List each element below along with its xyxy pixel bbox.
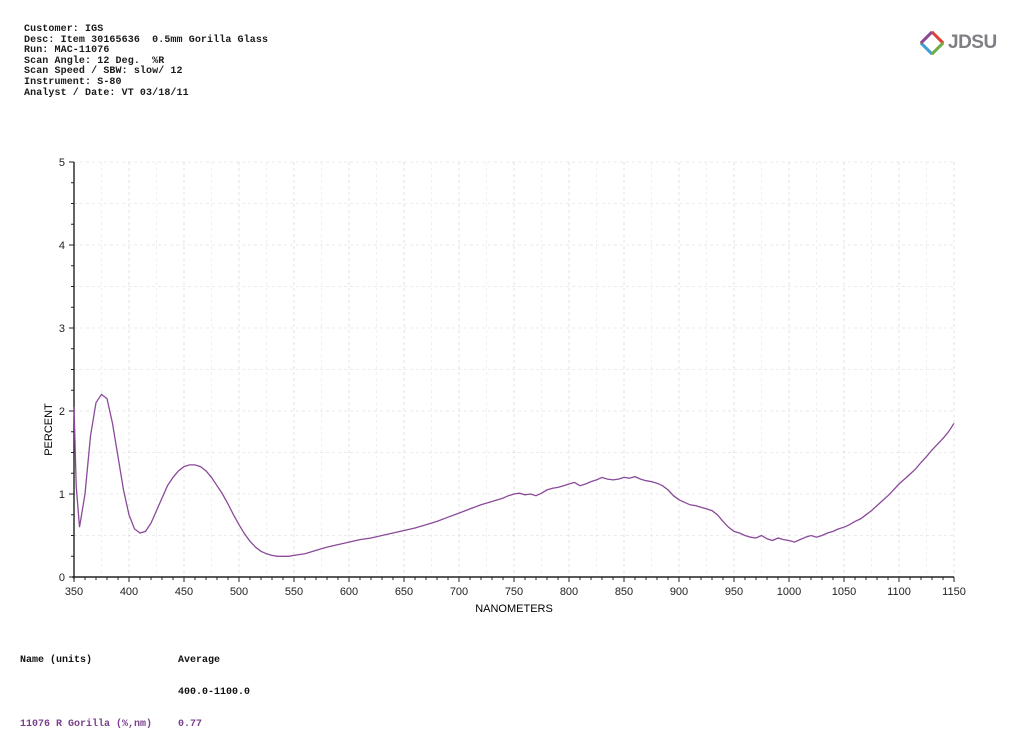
reflectance-chart: 350 400 450 500 550 600 650 700 750 800 850 900 950 1… bbox=[43, 157, 966, 615]
x-tick-label: 350 bbox=[65, 586, 83, 598]
header-description: Desc: Item 30165636 0.5mm Gorilla Glass bbox=[24, 34, 269, 46]
x-tick-label: 1100 bbox=[887, 586, 911, 598]
y-tick-label: 1 bbox=[59, 489, 65, 501]
x-tick-label: 900 bbox=[670, 586, 688, 598]
x-tick-label: 450 bbox=[175, 586, 193, 598]
header-scan-speed: Scan Speed / SBW: slow/ 12 bbox=[24, 66, 183, 78]
x-tick-label: 600 bbox=[340, 586, 358, 598]
y-tick-label: 5 bbox=[59, 157, 65, 169]
legend-name-column: Name (units) 11076 R Gorilla (%,nm) bbox=[20, 635, 152, 741]
logo-text: JDSU bbox=[948, 32, 997, 53]
series-line bbox=[73, 393, 955, 557]
x-tick-label: 850 bbox=[615, 586, 633, 598]
header-analyst-date: Analyst / Date: VT 03/18/11 bbox=[24, 87, 189, 99]
x-tick-label: 1000 bbox=[777, 586, 801, 598]
x-tick-label: 550 bbox=[285, 586, 303, 598]
x-tick-label: 950 bbox=[725, 586, 743, 598]
y-tick-label: 0 bbox=[59, 572, 65, 584]
header-instrument: Instrument: S-80 bbox=[24, 76, 122, 88]
x-tick-label: 1050 bbox=[832, 586, 856, 598]
legend-name-header: Name (units) bbox=[20, 655, 93, 667]
y-tick-label: 2 bbox=[59, 406, 65, 418]
x-tick-label: 400 bbox=[120, 586, 138, 598]
legend-average-column: Average 400.0-1100.0 0.77 bbox=[178, 635, 250, 741]
jdsu-diamond-icon bbox=[920, 31, 944, 55]
legend-average-header: Average bbox=[178, 655, 221, 667]
grid bbox=[73, 161, 955, 578]
legend-series-name: 11076 R Gorilla (%,nm) bbox=[20, 718, 153, 730]
x-tick-label: 650 bbox=[395, 586, 413, 598]
header-customer: Customer: IGS bbox=[24, 24, 104, 35]
axes bbox=[69, 161, 955, 582]
legend-average-value: 0.77 bbox=[178, 718, 203, 730]
jdsu-logo: JDSU bbox=[920, 30, 997, 56]
y-axis-label: PERCENT bbox=[43, 403, 55, 456]
x-axis-label: NANOMETERS bbox=[475, 603, 553, 615]
header-scan-angle: Scan Angle: 12 Deg. %R bbox=[24, 55, 165, 67]
x-tick-label: 800 bbox=[560, 586, 578, 598]
tick-labels: 350 400 450 500 550 600 650 700 750 800 850 900 950 1… bbox=[59, 157, 966, 598]
x-tick-label: 750 bbox=[505, 586, 523, 598]
legend-average-range: 400.0-1100.0 bbox=[178, 686, 251, 698]
x-tick-label: 1150 bbox=[942, 586, 966, 598]
y-tick-label: 4 bbox=[59, 240, 65, 252]
header-run: Run: MAC-11076 bbox=[24, 45, 110, 57]
x-tick-label: 700 bbox=[450, 586, 468, 598]
scan-info-header: Customer: IGS Desc: Item 30165636 0.5mm … bbox=[24, 24, 269, 99]
x-tick-label: 500 bbox=[230, 586, 248, 598]
y-tick-label: 3 bbox=[59, 323, 65, 335]
